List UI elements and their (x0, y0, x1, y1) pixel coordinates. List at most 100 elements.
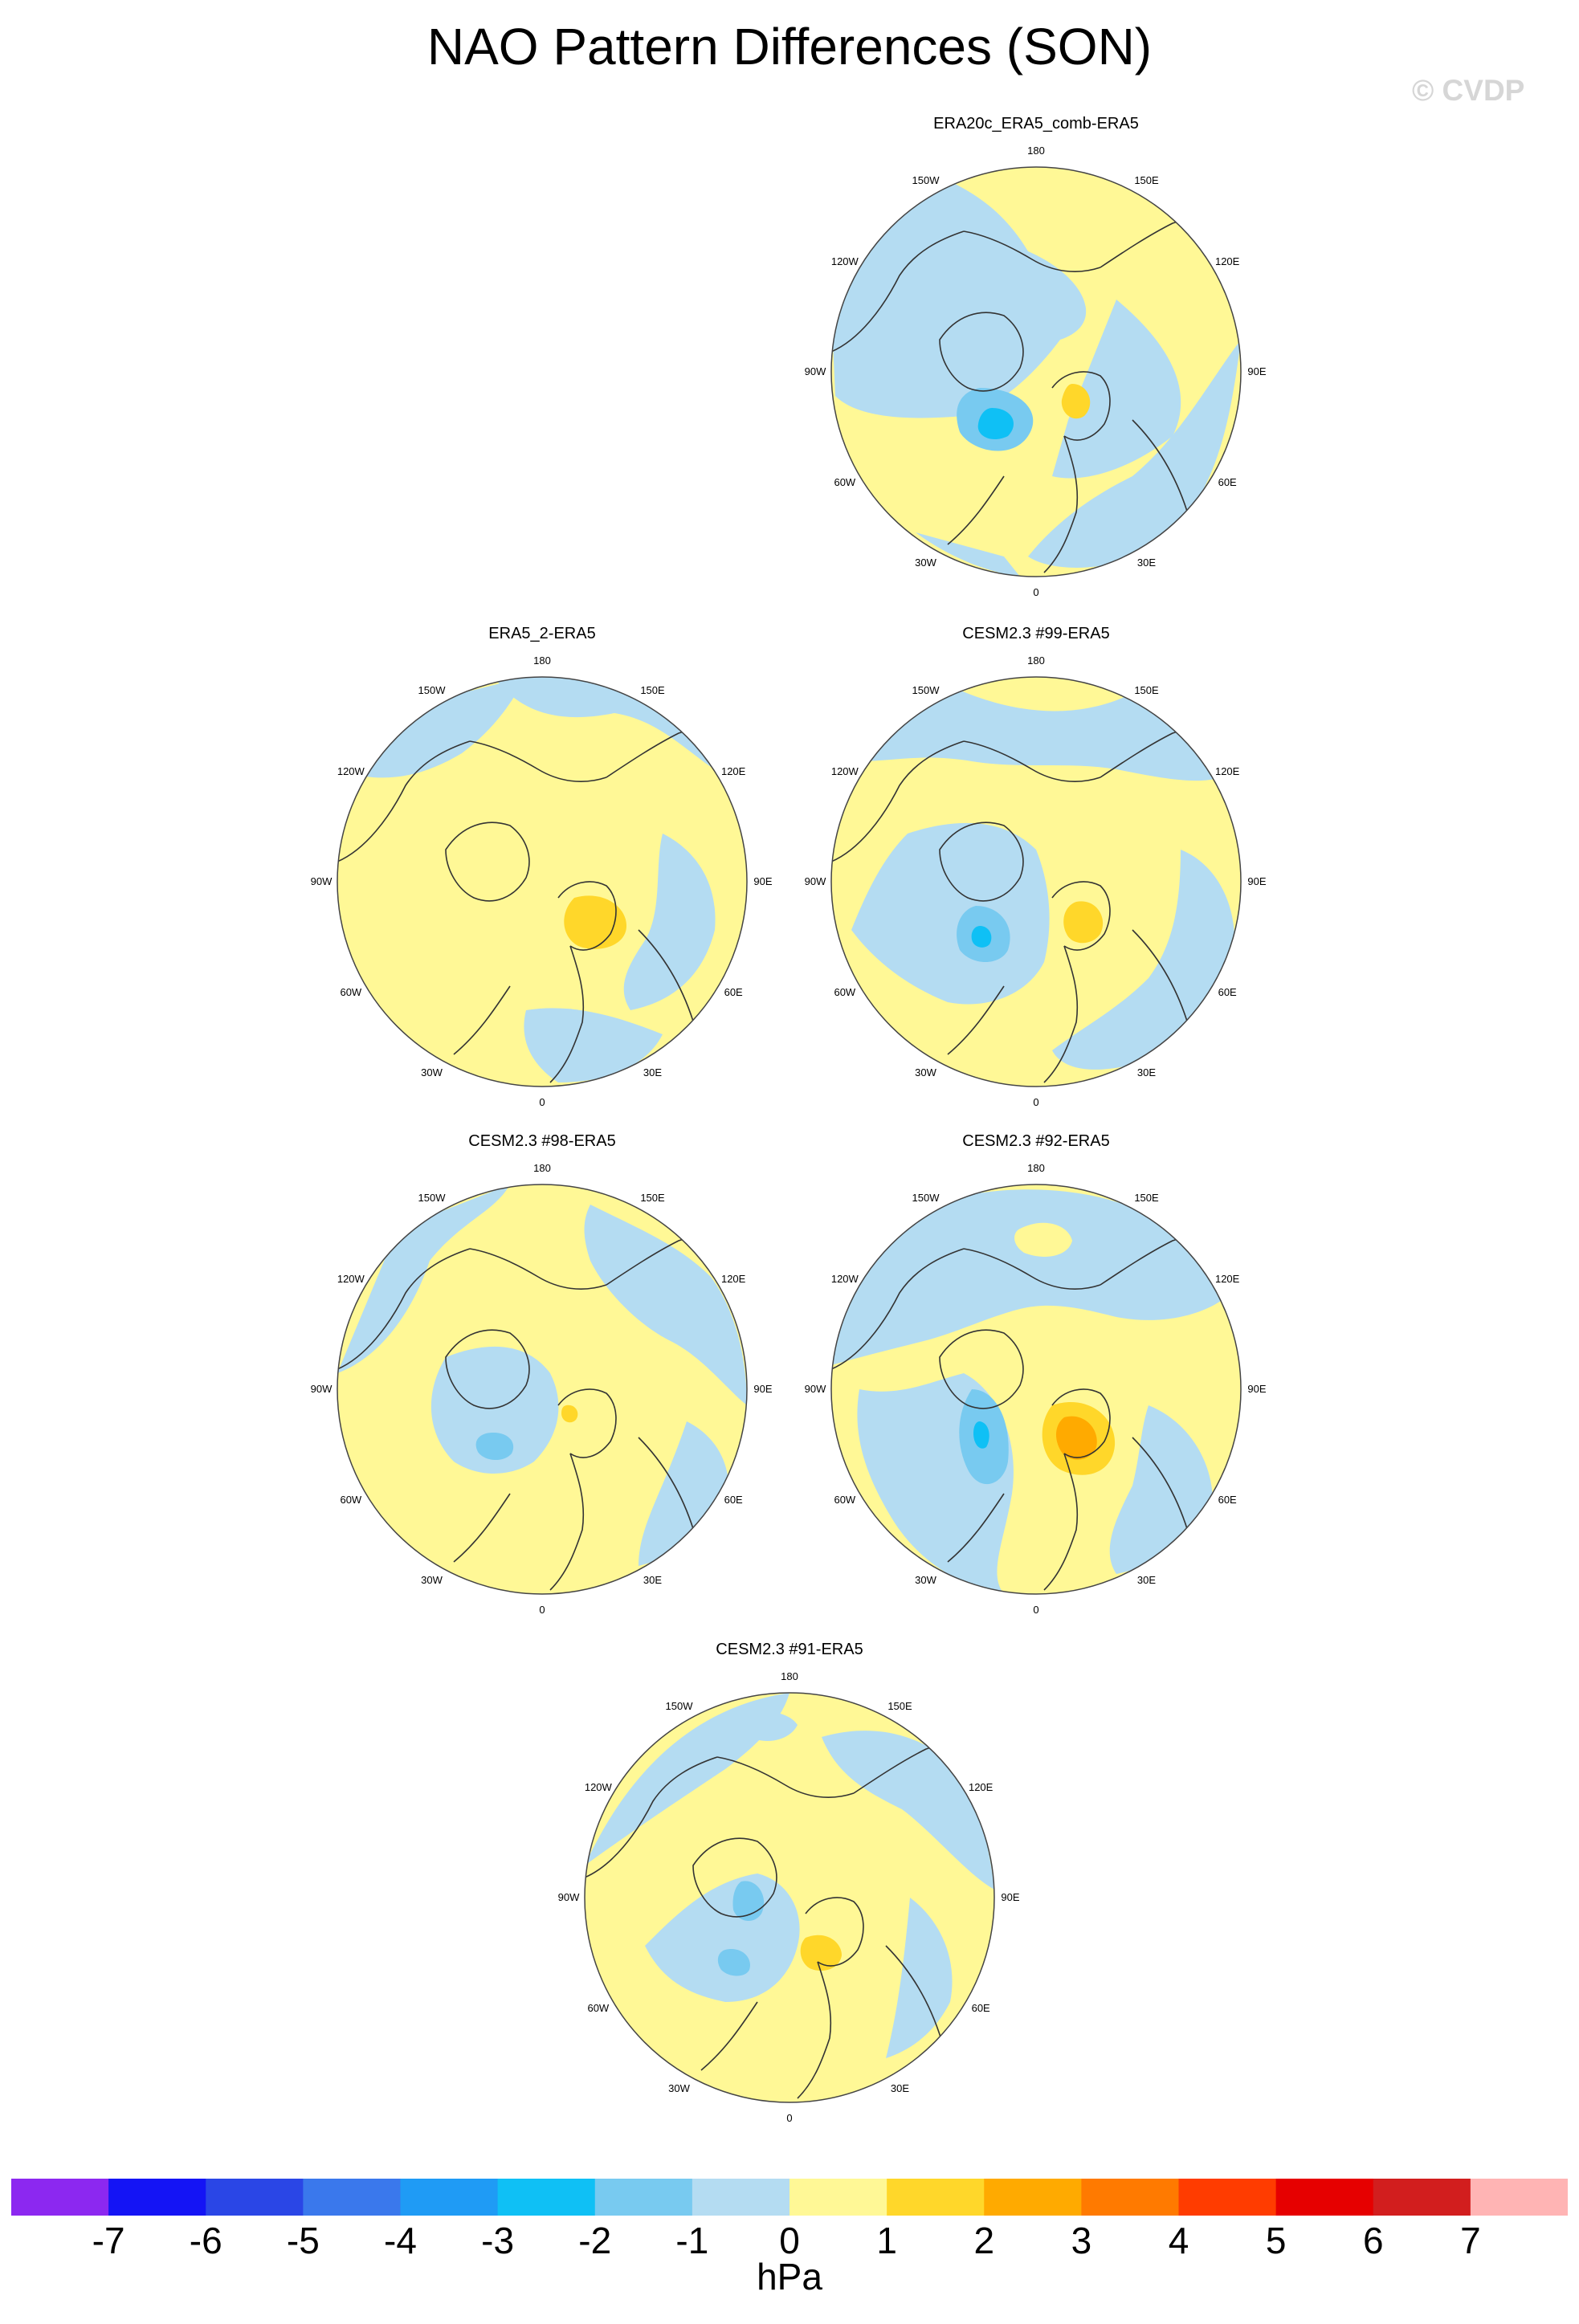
longitude-label: 60W (340, 1493, 362, 1506)
longitude-label: 0 (1033, 586, 1039, 598)
coastline (939, 822, 1024, 902)
colorbar-tick-label: -5 (286, 2220, 320, 2261)
longitude-label: 150E (1134, 173, 1159, 186)
coastline (963, 740, 1101, 782)
coastline (337, 740, 471, 862)
longitude-label: 30E (643, 1574, 663, 1587)
longitude-label: 150W (418, 1191, 446, 1204)
colorbar-tick-label: 3 (1071, 2220, 1092, 2261)
longitude-label: 30E (1136, 1574, 1157, 1587)
negative-anomaly-patch (430, 1346, 559, 1474)
longitude-label: 150W (418, 683, 446, 696)
coastline (557, 1388, 617, 1458)
map-boundary (830, 1184, 1242, 1595)
coastline (1051, 371, 1111, 441)
longitude-label: 120W (830, 764, 859, 777)
longitude-label: 90W (310, 1383, 333, 1395)
colorbar-swatch (1470, 2179, 1568, 2216)
longitude-label: 120E (1214, 764, 1240, 777)
colorbar-tick-label: 0 (779, 2220, 800, 2261)
longitude-label: 60W (834, 1493, 856, 1506)
positive-anomaly-patch (1063, 901, 1104, 944)
longitude-label: 0 (786, 2112, 793, 2124)
longitude-label: 120E (1214, 1272, 1240, 1285)
longitude-label: 60W (587, 2001, 610, 2014)
longitude-label: 180 (781, 1670, 798, 1682)
positive-anomaly-patch (1055, 1416, 1097, 1460)
coastline (831, 740, 965, 862)
longitude-label: 30E (890, 2082, 910, 2095)
coastline (585, 1756, 718, 1878)
colorbar-swatch (1373, 2179, 1471, 2216)
longitude-label: 0 (1033, 1096, 1039, 1108)
panel-title: CESM2.3 #91-ERA5 (716, 1641, 863, 1658)
coastline (1051, 1388, 1111, 1458)
map-boundary (337, 1184, 748, 1595)
coastline (469, 740, 607, 782)
negative-anomaly-patch (1052, 300, 1181, 479)
panel-title: ERA20c_ERA5_comb-ERA5 (933, 115, 1139, 133)
longitude-label: 120W (830, 1272, 859, 1285)
coastline (1043, 945, 1079, 1083)
negative-anomaly-patch (337, 1184, 510, 1373)
coastline (1132, 929, 1189, 1027)
polar-map (584, 1692, 995, 2103)
longitude-label: 0 (1033, 1604, 1039, 1616)
longitude-label: 120W (337, 1272, 365, 1285)
longitude-label: 30W (915, 557, 936, 569)
colorbar-tick-label: 5 (1265, 2220, 1287, 2261)
longitude-label: 60W (834, 475, 856, 488)
colorbar-swatch (400, 2179, 499, 2216)
coastline (963, 1248, 1101, 1290)
colorbar-swatch (984, 2179, 1082, 2216)
coastline (337, 1248, 471, 1370)
map-panel-cesm-98: CESM2.3 #98-ERA5 180 150E 120E 90E 60E 30E 0 30W… (311, 1132, 773, 1630)
longitude-label: 60E (724, 1493, 743, 1506)
colorbar-swatch (790, 2179, 887, 2216)
negative-anomaly-patch (831, 167, 1087, 418)
longitude-label: 90E (1247, 1383, 1267, 1395)
colorbar-swatch (206, 2179, 304, 2216)
longitude-label: 180 (1027, 654, 1045, 667)
colorbar-swatch (594, 2179, 693, 2216)
longitude-label: 180 (533, 654, 551, 667)
coastline (453, 985, 511, 1055)
longitude-label: 30W (668, 2082, 690, 2095)
coastline (831, 230, 965, 353)
map-boundary (584, 1692, 995, 2103)
map-boundary (337, 676, 748, 1087)
longitude-label: 30W (421, 1066, 443, 1079)
longitude-label: 90E (1247, 875, 1267, 887)
coastline (1132, 419, 1189, 517)
colorbar-swatch (1275, 2179, 1374, 2216)
coastline (638, 1437, 696, 1535)
coastline (1043, 1453, 1079, 1591)
coastline (1132, 1437, 1189, 1535)
negative-anomaly-patch (851, 822, 1050, 1005)
coastline (947, 985, 1005, 1055)
map-panel-era5-2: ERA5_2-ERA5 180 150E 120E 90E 60E 30E 0 30W 60W 90… (311, 625, 773, 1123)
longitude-label: 150W (912, 173, 940, 186)
longitude-label: 180 (1027, 1162, 1045, 1174)
coastline (797, 1961, 832, 2099)
longitude-label: 60E (724, 985, 743, 998)
longitude-label: 150E (640, 1191, 665, 1204)
polar-map (830, 676, 1242, 1087)
longitude-label: 30E (1136, 1066, 1157, 1079)
negative-anomaly-patch (741, 1705, 798, 1741)
longitude-label: 90W (557, 1891, 580, 1903)
longitude-label: 90W (804, 1383, 826, 1395)
longitude-label: 30E (643, 1066, 663, 1079)
coastline (963, 230, 1101, 272)
coastline (1051, 881, 1111, 951)
longitude-label: 60W (834, 985, 856, 998)
colorbar-tick-label: -7 (92, 2220, 125, 2261)
colorbar-units: hPa (757, 2256, 822, 2297)
longitude-label: 150W (665, 1699, 693, 1712)
longitude-label: 90W (804, 875, 826, 887)
coastline (831, 1248, 965, 1370)
longitude-label: 120E (720, 1272, 746, 1285)
longitude-label: 30W (915, 1066, 936, 1079)
colorbar-swatch (11, 2179, 109, 2216)
negative-anomaly-patch (916, 532, 1020, 577)
